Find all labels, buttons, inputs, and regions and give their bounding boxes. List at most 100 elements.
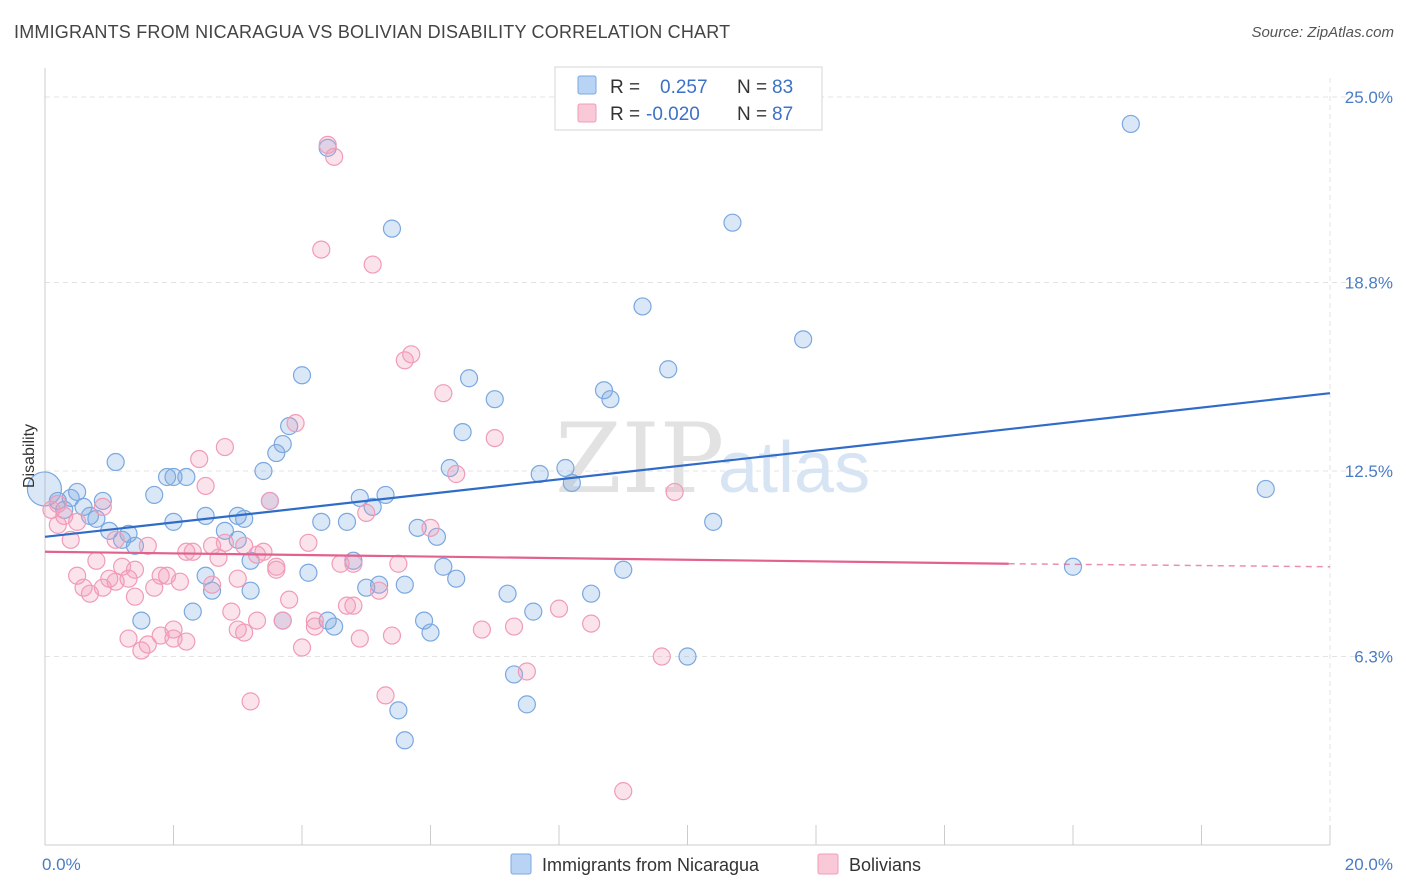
bottom-legend-swatch-blue bbox=[510, 853, 532, 875]
bolivian-point-46 bbox=[337, 596, 357, 615]
legend-swatch-blue bbox=[577, 75, 597, 95]
bolivian-point-78 bbox=[228, 620, 247, 639]
bolivian-point-79 bbox=[267, 560, 286, 579]
nicaragua-point-66 bbox=[659, 360, 678, 379]
bolivian-point-50 bbox=[363, 255, 382, 274]
bolivian-point-29 bbox=[228, 569, 247, 588]
bolivian-point-69 bbox=[119, 629, 138, 648]
nicaragua-point-57 bbox=[517, 695, 536, 714]
nicaragua-point-70 bbox=[794, 330, 813, 349]
bolivian-point-59 bbox=[447, 464, 466, 484]
bolivian-point-67 bbox=[652, 647, 671, 666]
bolivian-point-21 bbox=[177, 632, 196, 651]
nicaragua-point-28 bbox=[273, 434, 292, 454]
nicaragua-point-81 bbox=[498, 584, 517, 603]
nicaragua-point-82 bbox=[614, 560, 633, 579]
y-tick-label-1: 12.5% bbox=[1345, 462, 1393, 481]
bolivian-point-52 bbox=[376, 686, 395, 705]
bolivian-point-39 bbox=[292, 638, 312, 657]
bottom-legend-label-2: Bolivians bbox=[849, 855, 921, 875]
legend-n-label-2: N = bbox=[737, 104, 767, 125]
y-tick-labels: 6.3% 12.5% 18.8% 25.0% bbox=[1345, 88, 1393, 667]
nicaragua-point-16 bbox=[177, 467, 196, 487]
bolivian-point-73 bbox=[215, 533, 234, 552]
bolivian-point-38 bbox=[286, 414, 305, 433]
bolivian-point-76 bbox=[125, 587, 145, 606]
nicaragua-point-75 bbox=[157, 467, 177, 487]
legend-r-label-2: R = bbox=[610, 104, 640, 125]
nicaragua-point-32 bbox=[299, 563, 318, 582]
nicaragua-point-25 bbox=[254, 461, 273, 481]
bolivian-point-51 bbox=[370, 581, 389, 600]
bolivian-point-82 bbox=[106, 572, 125, 591]
nicaragua-point-54 bbox=[459, 369, 479, 388]
bottom-legend-label-1: Immigrants from Nicaragua bbox=[542, 855, 760, 875]
bolivian-point-36 bbox=[273, 611, 292, 630]
nicaragua-point-58 bbox=[524, 602, 543, 621]
bolivian-point-22 bbox=[183, 542, 202, 561]
nicaragua-point-71 bbox=[1063, 557, 1083, 576]
nicaragua-point-62 bbox=[582, 584, 601, 603]
bolivian-point-7 bbox=[87, 551, 106, 570]
nicaragua-point-67 bbox=[678, 647, 697, 666]
bolivian-point-77 bbox=[177, 542, 196, 561]
bolivian-point-68 bbox=[665, 482, 684, 502]
nicaragua-point-49 bbox=[427, 527, 447, 546]
nicaragua-point-76 bbox=[196, 566, 215, 585]
bolivian-point-37 bbox=[280, 590, 299, 609]
bolivian-point-10 bbox=[106, 530, 125, 549]
nicaragua-point-31 bbox=[292, 366, 312, 385]
bolivian-point-13 bbox=[125, 560, 145, 579]
bolivian-point-53 bbox=[382, 626, 402, 645]
nicaragua-point-53 bbox=[453, 423, 472, 442]
bolivian-point-56 bbox=[402, 345, 421, 364]
bolivian-point-83 bbox=[151, 626, 170, 645]
nicaragua-trend-line bbox=[44, 392, 1331, 538]
bolivian-point-80 bbox=[305, 611, 324, 630]
bolivian-point-57 bbox=[421, 518, 440, 537]
bolivian-point-20 bbox=[170, 572, 190, 591]
nicaragua-point-7 bbox=[93, 491, 112, 511]
data-points bbox=[26, 114, 1275, 801]
legend-n-value-2: 87 bbox=[772, 104, 793, 125]
nicaragua-point-72 bbox=[1121, 114, 1140, 134]
nicaragua-point-15 bbox=[164, 467, 183, 487]
x-tick-label-1: 20.0% bbox=[1345, 855, 1393, 874]
nicaragua-point-17 bbox=[183, 602, 202, 621]
bolivian-point-41 bbox=[305, 617, 324, 636]
nicaragua-point-44 bbox=[389, 701, 408, 720]
bolivian-point-24 bbox=[196, 476, 215, 496]
bolivian-trend-line bbox=[44, 550, 1009, 565]
bottom-legend: Immigrants from Nicaragua Bolivians bbox=[510, 853, 921, 875]
x-tick-labels: 0.0% 20.0% bbox=[42, 855, 1393, 874]
bolivian-point-15 bbox=[138, 635, 157, 654]
chart-title: IMMIGRANTS FROM NICARAGUA VS BOLIVIAN DI… bbox=[14, 22, 731, 42]
bolivian-trend-line-dashed bbox=[1008, 563, 1331, 568]
bolivian-point-4 bbox=[68, 512, 87, 531]
bolivian-point-81 bbox=[68, 566, 87, 585]
nicaragua-point-50 bbox=[434, 557, 453, 576]
bolivian-point-42 bbox=[312, 240, 331, 259]
bolivian-point-40 bbox=[299, 533, 318, 552]
bolivian-point-47 bbox=[344, 596, 363, 615]
bolivian-point-62 bbox=[504, 617, 524, 636]
nicaragua-point-43 bbox=[382, 219, 402, 238]
nicaragua-point-12 bbox=[132, 611, 151, 630]
legend-r-value-2: -0.020 bbox=[646, 104, 700, 125]
nicaragua-point-78 bbox=[112, 530, 132, 549]
bolivian-point-28 bbox=[222, 602, 241, 621]
watermark-zip: ZIP bbox=[555, 403, 724, 515]
bolivian-point-34 bbox=[260, 491, 279, 511]
x-tick-label-0: 0.0% bbox=[42, 855, 81, 874]
bolivian-point-49 bbox=[357, 503, 376, 522]
nicaragua-point-5 bbox=[74, 497, 93, 517]
bolivian-point-66 bbox=[614, 782, 633, 801]
nicaragua-point-55 bbox=[485, 390, 504, 409]
bolivian-point-84 bbox=[202, 575, 222, 594]
axes bbox=[44, 68, 1331, 846]
nicaragua-point-45 bbox=[395, 731, 414, 750]
bolivian-point-63 bbox=[517, 662, 536, 681]
bolivian-point-1 bbox=[48, 515, 67, 534]
bolivian-point-54 bbox=[389, 554, 408, 573]
